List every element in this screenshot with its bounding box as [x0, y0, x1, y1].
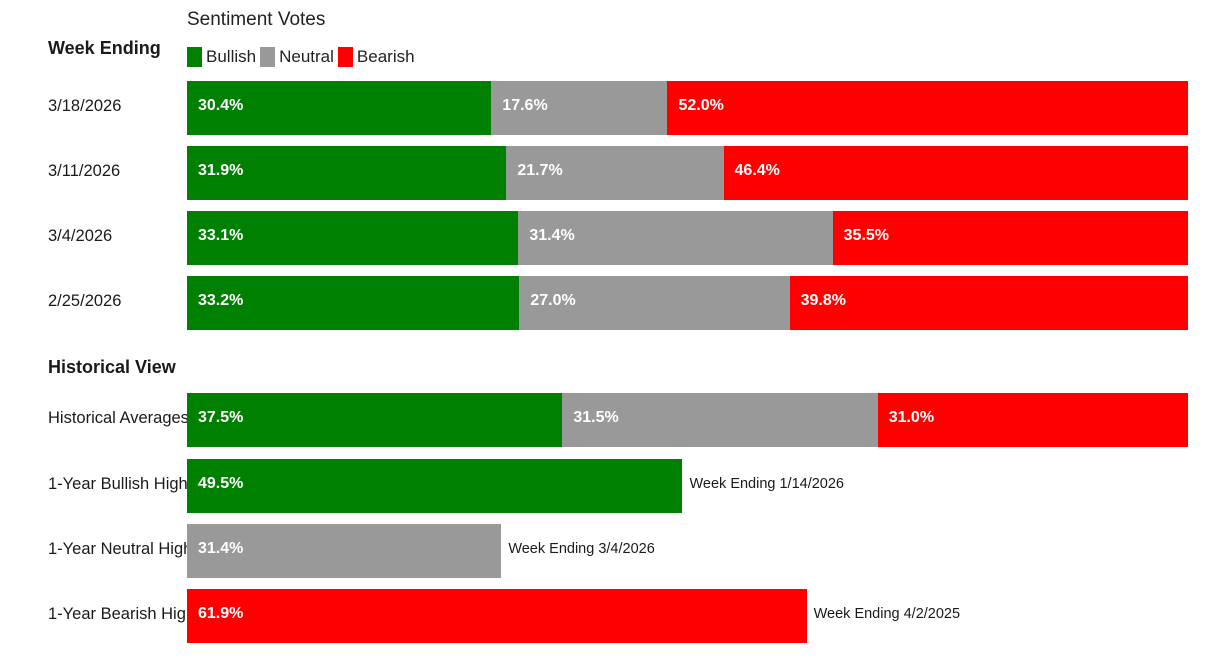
legend: Bullish Neutral Bearish: [187, 47, 419, 67]
bar-segment-neutral: [562, 393, 878, 447]
bar-value-label: 17.6%: [502, 97, 548, 114]
bar-value-label: 31.9%: [198, 162, 244, 179]
legend-swatch-bullish: [187, 47, 202, 67]
bar-value-label: 30.4%: [198, 97, 244, 114]
bar-segment-bullish: [187, 81, 492, 135]
bar-bearish-high: [187, 589, 807, 643]
bar-value-label: 31.4%: [198, 540, 244, 557]
bar-segment-bearish: [832, 211, 1188, 265]
legend-label-bearish: Bearish: [356, 47, 415, 66]
bar-segment-bearish: [723, 146, 1188, 200]
bar-value-label: 46.4%: [734, 162, 780, 179]
bar-note: Week Ending 4/2/2025: [813, 606, 961, 622]
legend-item-neutral: Neutral: [260, 47, 334, 67]
bar-segment-bearish: [877, 393, 1188, 447]
row-label: 3/11/2026: [48, 162, 121, 180]
bar-segment-neutral: [491, 81, 668, 135]
bar-value-label: 27.0%: [530, 292, 576, 309]
row-label: 1-Year Bullish High:: [48, 475, 193, 493]
bar-segment-bearish: [667, 81, 1188, 135]
bar-value-label: 35.5%: [843, 227, 890, 244]
bar-value-label: 31.5%: [573, 409, 619, 426]
legend-label-neutral: Neutral: [279, 47, 334, 66]
row-label: 1-Year Neutral High: [48, 540, 193, 558]
bar-segment-neutral: [519, 276, 790, 330]
legend-title: Sentiment Votes: [187, 9, 326, 30]
bar-segment-bullish: [187, 276, 520, 330]
bar-segment-neutral: [518, 211, 833, 265]
bar-segment-bullish: [187, 211, 519, 265]
bar-segment-neutral: [506, 146, 724, 200]
bar-note: Week Ending 3/4/2026: [508, 541, 655, 557]
row-label: Historical Averages: [48, 409, 189, 427]
historical-section-header: Historical View: [48, 357, 176, 377]
bar-segment-bearish: [789, 276, 1188, 330]
bar-value-label: 61.9%: [198, 605, 244, 622]
bar-note: Week Ending 1/14/2026: [689, 476, 844, 492]
row-label: 2/25/2026: [48, 292, 122, 310]
bar-value-label: 31.4%: [529, 227, 575, 244]
weekly-section-header: Week Ending: [48, 38, 161, 58]
bar-value-label: 33.1%: [198, 227, 244, 244]
row-label: 1-Year Bearish High: [48, 605, 196, 623]
row-label: 3/4/2026: [48, 227, 113, 245]
bar-value-label: 31.0%: [888, 409, 935, 426]
legend-label-bullish: Bullish: [206, 47, 257, 66]
bar-value-label: 37.5%: [198, 409, 244, 426]
bar-neutral-high: [187, 524, 502, 578]
bar-value-label: 21.7%: [517, 162, 563, 179]
legend-item-bullish: Bullish: [187, 47, 256, 67]
bar-segment-bullish: [187, 393, 563, 447]
legend-swatch-neutral: [260, 47, 276, 67]
bar-value-label: 39.8%: [800, 292, 846, 309]
bar-value-label: 49.5%: [198, 475, 244, 492]
bar-value-label: 33.2%: [198, 292, 244, 309]
bar-value-label: 52.0%: [678, 97, 724, 114]
bar-bullish-high: [187, 459, 683, 513]
legend-item-bearish: Bearish: [337, 47, 415, 67]
bar-segment-bullish: [187, 146, 507, 200]
legend-swatch-bearish: [337, 47, 353, 67]
row-label: 3/18/2026: [48, 97, 122, 115]
